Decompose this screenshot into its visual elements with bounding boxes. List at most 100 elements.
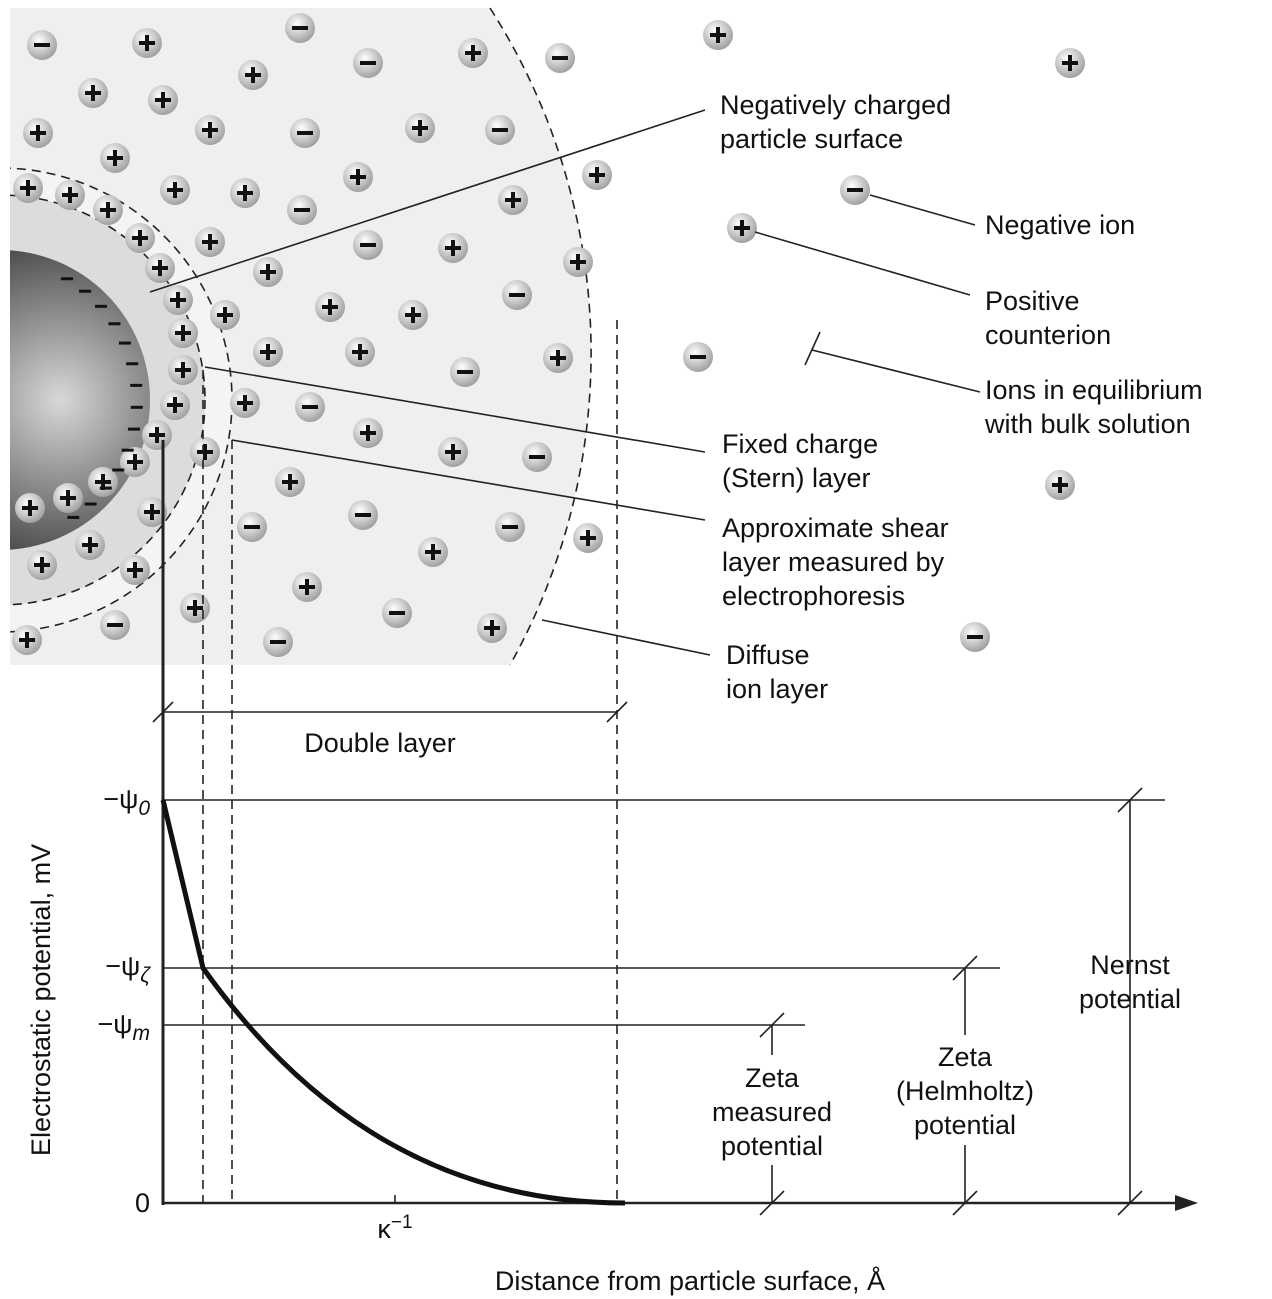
label-line: Zeta	[745, 1063, 800, 1093]
shear-layer-label: Approximate shearlayer measured byelectr…	[722, 513, 949, 611]
positive-ion	[78, 78, 108, 108]
tick-superscript: −1	[391, 1212, 413, 1233]
diffuse-layer-label: Diffuse ion layer	[726, 640, 828, 704]
positive-ion	[168, 318, 198, 348]
positive-ion	[582, 160, 612, 190]
positive-ion	[195, 227, 225, 257]
positive-ion	[703, 20, 733, 50]
tick-subscript: 0	[138, 797, 150, 820]
positive-ion	[438, 233, 468, 263]
positive-ion	[353, 418, 383, 448]
tick-symbol: −ψ	[97, 1009, 132, 1039]
zeta-helmholtz-label: Zeta(Helmholtz)potential	[896, 1042, 1034, 1140]
negative-ion	[960, 622, 990, 652]
positive-ion	[180, 593, 210, 623]
double-layer-diagram: Electrostatic potential, mV Distance fro…	[0, 0, 1272, 1299]
negative-ion	[382, 598, 412, 628]
label-line: ion layer	[726, 674, 828, 704]
positive-ion	[168, 355, 198, 385]
positive-ion	[253, 257, 283, 287]
positive-ion	[120, 555, 150, 585]
positive-ion	[53, 483, 83, 513]
tick-symbol: −ψ	[105, 951, 140, 981]
positive-ion	[13, 173, 43, 203]
y-axis-label: Electrostatic potential, mV	[26, 844, 56, 1156]
label-line: Approximate shear	[722, 513, 949, 543]
label-line: measured	[712, 1097, 832, 1127]
label-line: layer measured by	[722, 547, 945, 577]
positive-ion	[1045, 470, 1075, 500]
positive-counterion-label: Positive counterion	[985, 286, 1111, 350]
positive-ion	[210, 300, 240, 330]
positive-ion	[573, 523, 603, 553]
label-line: potential	[721, 1131, 823, 1161]
label-line: (Stern) layer	[722, 463, 871, 493]
label-line: Negatively charged	[720, 90, 951, 120]
positive-ion	[145, 253, 175, 283]
positive-ion	[230, 388, 260, 418]
positive-ion	[160, 390, 190, 420]
positive-ion	[100, 143, 130, 173]
positive-ion	[195, 115, 225, 145]
negative-ion	[287, 195, 317, 225]
y-tick-label: −ψζ	[105, 951, 151, 987]
y-tick-label: −ψ0	[103, 784, 150, 820]
zeta-measured-label: Zeta measured potential	[712, 1063, 832, 1161]
positive-ion	[125, 223, 155, 253]
positive-ion	[398, 300, 428, 330]
negative-ion	[285, 13, 315, 43]
positive-ion	[1055, 48, 1085, 78]
positive-ion	[253, 337, 283, 367]
negative-ion	[485, 115, 515, 145]
label-line: particle surface	[720, 124, 903, 154]
negative-ion	[100, 610, 130, 640]
positive-ion	[727, 213, 757, 243]
tick-subscript: ζ	[140, 964, 151, 987]
particle-surface-label: Negatively charged particle surface	[720, 90, 951, 154]
negative-ion	[502, 280, 532, 310]
positive-ion	[343, 162, 373, 192]
positive-ion	[160, 175, 190, 205]
double-layer-label: Double layer	[304, 728, 456, 758]
positive-ion	[23, 118, 53, 148]
negative-ion	[450, 357, 480, 387]
positive-ion	[563, 247, 593, 277]
positive-ion	[230, 178, 260, 208]
positive-ion	[543, 343, 573, 373]
label-line: counterion	[985, 320, 1111, 350]
label-line: potential	[1079, 984, 1181, 1014]
negative-ion	[295, 392, 325, 422]
positive-ion	[142, 420, 172, 450]
label-line: Ions in equilibrium	[985, 375, 1203, 405]
label-line: Diffuse	[726, 640, 810, 670]
positive-ion	[315, 292, 345, 322]
positive-ion	[148, 85, 178, 115]
negative-ion	[348, 500, 378, 530]
positive-ion	[477, 613, 507, 643]
label-line: Positive	[985, 286, 1080, 316]
negative-ion	[545, 43, 575, 73]
positive-ion	[438, 437, 468, 467]
y-tick-label: −ψm	[97, 1009, 150, 1045]
positive-ion	[55, 180, 85, 210]
tick-symbol: 0	[135, 1188, 150, 1218]
y-tick-label: 0	[135, 1188, 150, 1218]
stern-layer-label: Fixed charge (Stern) layer	[722, 429, 878, 493]
tick-symbol: κ	[377, 1214, 391, 1244]
negative-ion	[495, 512, 525, 542]
positive-ion	[15, 493, 45, 523]
label-line: potential	[914, 1110, 1016, 1140]
positive-ion	[163, 285, 193, 315]
label-line: (Helmholtz)	[896, 1076, 1034, 1106]
label-line: Nernst	[1090, 950, 1170, 980]
negative-ion	[290, 118, 320, 148]
negative-ion	[522, 442, 552, 472]
positive-ion	[190, 437, 220, 467]
tick-symbol: −ψ	[103, 784, 138, 814]
x-axis-label: Distance from particle surface, Å	[495, 1265, 885, 1296]
negative-ion	[263, 627, 293, 657]
label-line: Fixed charge	[722, 429, 878, 459]
negative-ion-label: Negative ion	[985, 210, 1135, 240]
tick-subscript: m	[133, 1022, 151, 1045]
label-line: with bulk solution	[984, 409, 1191, 439]
